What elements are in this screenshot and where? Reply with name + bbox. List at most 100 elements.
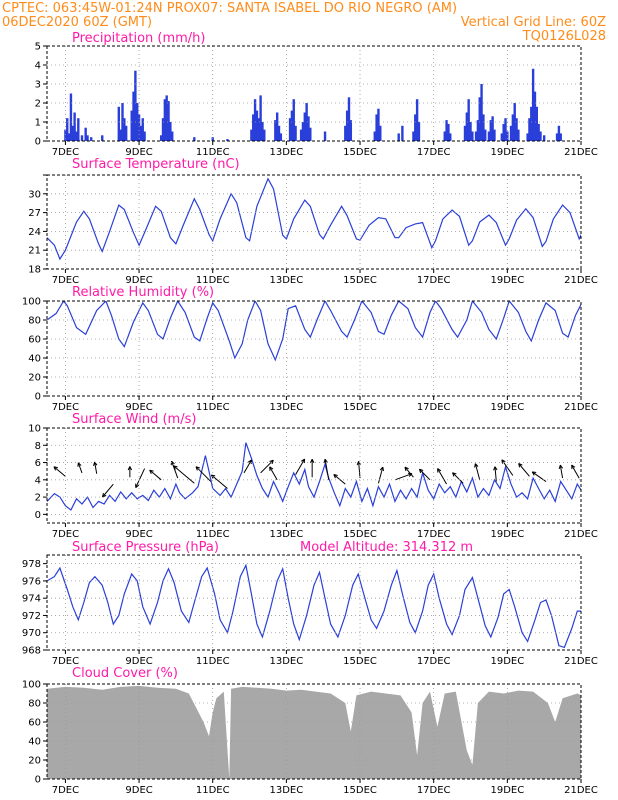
- pres-ytick-label: 974: [22, 594, 41, 605]
- precip-bar: [119, 129, 122, 141]
- pres-xtick-label: 21DEC: [564, 656, 598, 667]
- precip-bar: [491, 116, 494, 141]
- precip-bar: [290, 110, 294, 141]
- wind-ytick-label: 2: [35, 493, 41, 504]
- precip-bar: [305, 103, 308, 141]
- precip-bar: [121, 103, 124, 141]
- rh-xtick-label: 9DEC: [125, 402, 152, 413]
- precip-bar: [294, 125, 297, 141]
- precip-bar: [412, 131, 415, 141]
- temp-xtick-label: 15DEC: [343, 275, 377, 286]
- precip-bar: [471, 131, 474, 141]
- wind-xtick-label: 17DEC: [417, 529, 451, 540]
- rh-xtick-label: 15DEC: [343, 402, 377, 413]
- wind-arrow-head: [558, 464, 564, 470]
- precip-bar: [130, 110, 133, 141]
- cloud-ytick-label: 40: [28, 737, 41, 748]
- precip-bar: [509, 125, 513, 141]
- temp-ytick-label: 27: [28, 208, 41, 219]
- precip-bar: [77, 118, 80, 141]
- wind-arrow-head: [53, 466, 58, 471]
- pres-xtick-label: 9DEC: [125, 656, 152, 667]
- pres-xtick-label: 17DEC: [417, 656, 451, 667]
- precip-bar: [445, 120, 448, 141]
- precip-bar: [69, 93, 73, 141]
- pres-ytick-label: 968: [22, 646, 41, 657]
- wind-arrow-head: [210, 474, 216, 479]
- wind-arrow: [333, 474, 346, 485]
- precip-bar: [493, 129, 496, 141]
- temp-xtick-label: 13DEC: [270, 275, 304, 286]
- wind-arrow-head: [309, 459, 315, 464]
- wind-arrow-head: [333, 474, 338, 479]
- precip-bar: [555, 133, 559, 141]
- precip-bar: [263, 129, 266, 141]
- cloud-panel: 0 20 40 60 80 100 7DEC 9DEC 11DEC 13DEC 15DEC 17DEC…: [22, 666, 598, 796]
- precip-bar: [500, 133, 504, 141]
- wind-arrow-head: [170, 460, 175, 466]
- wind-arrow-head: [149, 469, 154, 475]
- pres-data: [47, 563, 581, 649]
- precip-bar: [401, 125, 404, 141]
- precip-bar: [134, 70, 137, 141]
- wind-arrow: [243, 459, 252, 474]
- rh-xtick-label: 17DEC: [417, 402, 451, 413]
- wind-arrow: [358, 461, 361, 479]
- wind-panel: 0 2 4 6 8 10 7DEC 9DEC 11DEC 13DEC 15DEC 17DEC 19DEC…: [28, 412, 598, 540]
- precip-bar: [259, 95, 262, 141]
- wind-arrow-head: [587, 468, 590, 472]
- precip-bar: [535, 106, 539, 141]
- wind-arrow-head: [518, 463, 523, 468]
- cloud-ytick-label: 100: [22, 680, 41, 691]
- precip-bar: [274, 120, 277, 141]
- temp-panel: 18 21 24 27 30 7DEC 9DEC 11DEC 13DEC 15DEC 17DEC 19…: [28, 157, 598, 286]
- precip-bar: [489, 120, 492, 141]
- precip-bar: [143, 131, 146, 141]
- precip-bar: [447, 123, 450, 141]
- precip-bar: [169, 122, 172, 141]
- wind-arrow: [269, 466, 278, 481]
- cloud-xtick-label: 15DEC: [343, 785, 377, 796]
- rh-ytick-label: 60: [28, 335, 41, 346]
- temp-frame: [46, 174, 582, 270]
- wind-arrow: [494, 466, 497, 482]
- wind-arrow-head: [379, 466, 385, 472]
- precip-bar: [275, 112, 279, 141]
- rh-frame: [46, 300, 582, 397]
- precip-bar: [415, 99, 419, 141]
- precip-ytick-label: 2: [35, 99, 41, 110]
- rh-data: [47, 301, 581, 362]
- precip-bar: [531, 68, 535, 141]
- wind-arrow: [295, 458, 306, 475]
- precip-bar: [463, 125, 467, 141]
- pres-ytick-label: 978: [22, 559, 41, 570]
- precip-bar: [279, 133, 283, 141]
- precip-bar: [159, 135, 163, 141]
- wind-xtick-label: 19DEC: [490, 529, 524, 540]
- cloud-xtick-label: 13DEC: [270, 785, 304, 796]
- pres-ytick-label: 976: [22, 576, 41, 587]
- precip-bar: [132, 91, 135, 141]
- wind-arrow: [53, 466, 66, 477]
- precip-xtick-label: 11DEC: [196, 147, 230, 158]
- precip-bar: [80, 135, 84, 141]
- precip-bar: [309, 127, 312, 141]
- header-grid-note: Vertical Grid Line: 60Z: [461, 15, 606, 30]
- precip-bar: [375, 114, 378, 141]
- precip-bar: [226, 139, 229, 141]
- pres-xtick-label: 11DEC: [196, 656, 230, 667]
- wind-ytick-label: 8: [35, 441, 41, 452]
- precip-bar: [124, 125, 128, 141]
- precip-bar: [557, 125, 561, 141]
- wind-ytick-label: 4: [35, 475, 41, 486]
- precip-bar: [414, 114, 417, 141]
- precip-bar: [161, 118, 165, 141]
- wind-arrow-head: [300, 458, 306, 464]
- precip-bar: [539, 131, 542, 141]
- rh-xtick-label: 7DEC: [52, 402, 79, 413]
- wind-xtick-label: 9DEC: [125, 529, 152, 540]
- pres-xtick-label: 7DEC: [52, 656, 79, 667]
- precip-bar: [292, 99, 295, 141]
- precip-bar: [487, 131, 491, 141]
- wind-line: [47, 442, 581, 511]
